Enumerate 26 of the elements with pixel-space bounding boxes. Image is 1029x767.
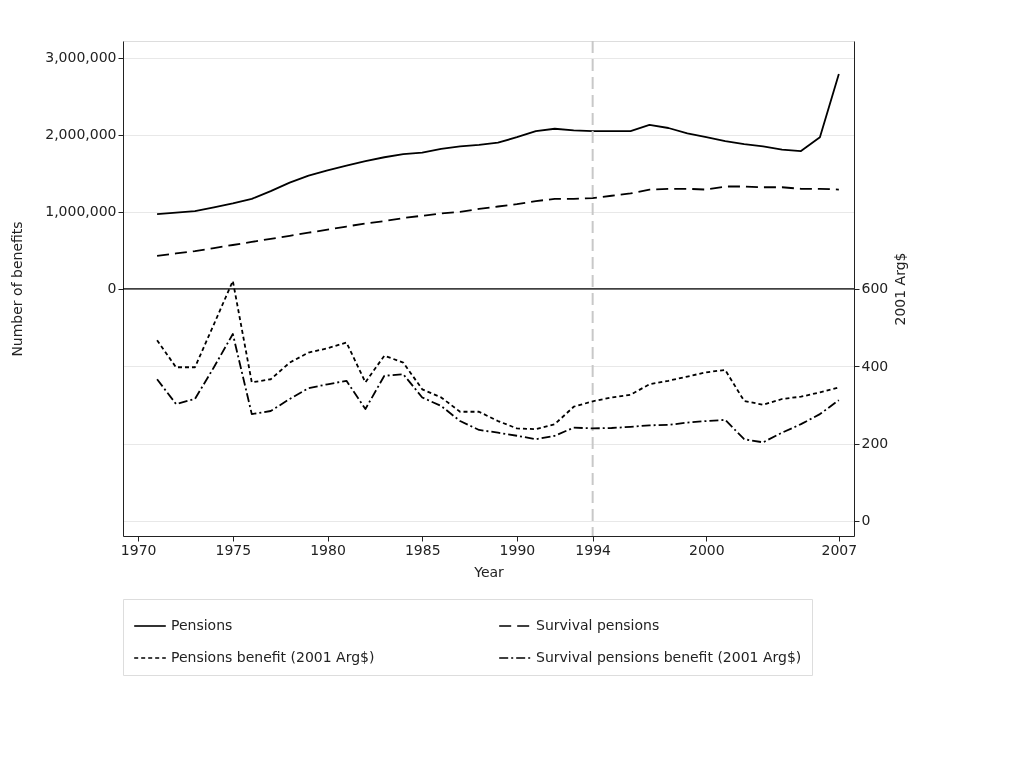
x-tick-label: 1970 (120, 541, 157, 558)
x-axis-title: Year (473, 563, 505, 580)
y-tick-label: 1,000,000 (45, 203, 117, 220)
x-tick-label: 2000 (688, 541, 725, 558)
y2-tick-label: 600 (861, 280, 889, 297)
y-tick-label: 0 (107, 280, 117, 297)
x-tick-label: 1994 (575, 541, 612, 558)
line-series (156, 185, 840, 257)
y2-axis-title: 2001 Arg$ (892, 252, 909, 326)
x-tick-label: 1975 (215, 541, 252, 558)
y2-tick-label: 400 (861, 357, 889, 374)
y2-tick-label: 200 (861, 435, 889, 451)
legend-label: Pensions (171, 617, 233, 633)
legend-label: Survival pensions benefit (2001 Arg$) (536, 649, 802, 665)
x-tick-label: 1990 (499, 541, 536, 558)
y-tick-label: 2,000,000 (45, 126, 117, 143)
x-tick-label: 2007 (821, 541, 858, 558)
legend-label: Pensions benefit (2001 Arg$) (171, 649, 375, 665)
line-series (156, 73, 840, 216)
y-axis-title: Number of benefits (9, 221, 26, 357)
x-tick-label: 1985 (404, 541, 441, 558)
y2-tick-label: 0 (861, 512, 871, 529)
y-tick-label: 3,000,000 (45, 49, 117, 66)
legend-label: Survival pensions (536, 617, 660, 633)
line-series (156, 333, 840, 444)
x-tick-label: 1980 (310, 541, 346, 558)
